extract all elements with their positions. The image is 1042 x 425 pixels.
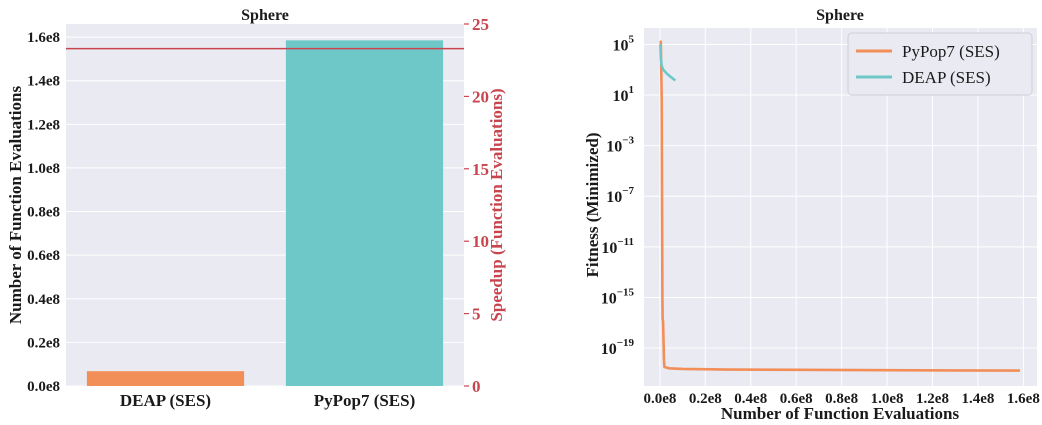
right-x-tick-label: 0.6e8 (780, 391, 813, 407)
right-x-tick-labels: 0.0e8 0.2e8 0.4e8 0.6e8 0.8e8 1.0e8 1.2e8 1.4e8… (643, 391, 1039, 407)
right-x-tick-label: 1.4e8 (961, 391, 994, 407)
right-line-chart: 105 101 10−3 10−7 10−11 10−15 10−19 0.0e8 0.2e8… (583, 7, 1040, 423)
legend: PyPop7 (SES) DEAP (SES) (847, 32, 1033, 96)
right-y-tick-label: 10−19 (601, 337, 635, 358)
right-y-tick-label: 101 (613, 84, 635, 105)
left-x-tick-label: DEAP (SES) (120, 391, 211, 410)
right-x-tick-label: 0.2e8 (689, 391, 722, 407)
right-y-axis-label: Fitness (Minimized) (583, 133, 602, 278)
right-y-tick-labels: 105 101 10−3 10−7 10−11 10−15 10−19 (601, 33, 635, 358)
series-line (659, 40, 1020, 372)
left-y-axis-label: Number of Function Evaluations (6, 86, 25, 325)
right-y-tick-label: 10 (472, 232, 489, 251)
right-series-lines (659, 40, 1020, 372)
left-y-tick-label: 1.6e8 (27, 30, 60, 46)
series-line (659, 44, 677, 82)
right-y-tick-label: 10−3 (606, 135, 634, 156)
right-x-tick-label: 0.4e8 (734, 391, 767, 407)
bar (86, 371, 245, 386)
left-bar-chart: 0.0e8 0.2e8 0.4e8 0.6e8 0.8e8 1.0e8 1.2e8 1.4e8… (6, 7, 506, 410)
left-x-tick-labels: DEAP (SES) PyPop7 (SES) (120, 391, 415, 410)
left-bars (86, 40, 444, 387)
left-y-tick-label: 0.6e8 (27, 248, 60, 264)
right-y-tick-label: 5 (472, 305, 481, 324)
left-y-tick-label: 0.8e8 (27, 205, 60, 221)
right-x-tick-label: 1.2e8 (916, 391, 949, 407)
left-y-tick-labels: 0.0e8 0.2e8 0.4e8 0.6e8 0.8e8 1.0e8 1.2e8 1.4e8… (27, 30, 60, 395)
right-x-tick-label: 0.0e8 (643, 391, 676, 407)
right-chart-title: Sphere (816, 7, 864, 24)
right-y-axis-label: Speedup (Function Evaluations) (487, 88, 506, 321)
left-x-tick-label: PyPop7 (SES) (314, 391, 416, 410)
right-y-tick-label: 25 (472, 15, 489, 34)
right-y-tick-label: 0 (472, 377, 481, 396)
left-y-tick-label: 0.4e8 (27, 292, 60, 308)
right-y-tick-labels: 0 5 10 15 20 25 (464, 15, 489, 396)
right-y-tick-label: 10−15 (601, 286, 635, 307)
left-y-tick-label: 1.2e8 (27, 117, 60, 133)
bar (285, 40, 444, 387)
right-x-tick-label: 1.6e8 (1007, 391, 1040, 407)
right-y-tick-label: 10−7 (606, 185, 634, 206)
left-chart-title: Sphere (241, 7, 289, 24)
right-y-tick-label: 15 (472, 160, 489, 179)
right-x-tick-label: 1.0e8 (871, 391, 904, 407)
left-y-tick-label: 0.2e8 (27, 335, 60, 351)
left-y-tick-label: 0.0e8 (27, 379, 60, 395)
legend-box (847, 32, 1033, 96)
right-x-axis-label: Number of Function Evaluations (721, 404, 960, 423)
right-y-tick-label: 10−11 (601, 236, 634, 257)
legend-label: PyPop7 (SES) (902, 42, 1000, 61)
right-x-tick-label: 0.8e8 (825, 391, 858, 407)
right-y-tick-label: 105 (613, 33, 635, 54)
right-y-tick-label: 20 (472, 87, 489, 106)
left-y-tick-label: 1.4e8 (27, 74, 60, 90)
legend-label: DEAP (SES) (902, 68, 991, 87)
left-y-tick-label: 1.0e8 (27, 161, 60, 177)
